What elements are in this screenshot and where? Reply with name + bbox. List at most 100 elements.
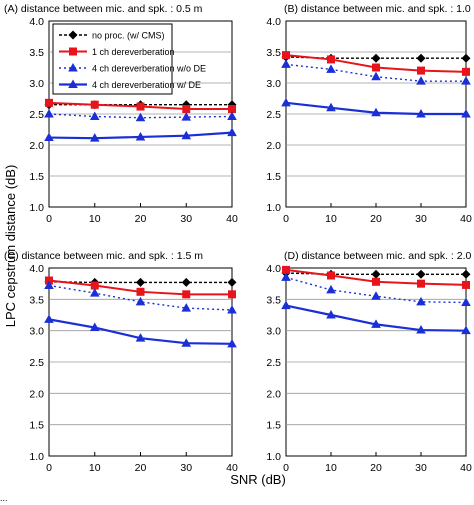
x-tick-label: 30 [415, 213, 427, 225]
legend-item: 4 ch dereverberation w/o DE [59, 63, 206, 74]
y-tick-label: 3.0 [266, 78, 281, 90]
chart-panel: (B) distance between mic. and spk. : 1.0… [266, 3, 474, 225]
data-point [282, 51, 290, 60]
x-tick-label: 10 [89, 462, 101, 474]
x-tick-label: 0 [283, 213, 289, 225]
chart-panel: (A) distance between mic. and spk. : 0.5… [4, 3, 238, 225]
data-point [182, 105, 191, 114]
y-tick-label: 1.0 [29, 451, 44, 463]
legend-marker [68, 63, 78, 72]
series-4 [281, 300, 471, 335]
data-point [282, 265, 290, 274]
series-2 [45, 98, 236, 114]
data-point [327, 55, 335, 64]
data-point [44, 132, 54, 142]
data-point [227, 304, 237, 314]
data-point [182, 290, 191, 299]
data-point [372, 277, 380, 286]
x-tick-label: 30 [180, 462, 192, 474]
data-point [371, 269, 381, 279]
data-point [371, 107, 381, 117]
y-tick-label: 2.0 [266, 388, 281, 400]
data-point [462, 280, 470, 289]
y-tick-label: 1.5 [29, 171, 44, 183]
data-point [281, 272, 291, 281]
y-tick-label: 1.5 [266, 171, 281, 183]
x-tick-label: 0 [46, 462, 52, 474]
data-point [181, 277, 191, 287]
x-axis-label: SNR (dB) [230, 472, 286, 487]
y-tick-label: 2.0 [29, 388, 44, 400]
legend-label: 1 ch dereverberation [92, 47, 175, 57]
data-point [461, 53, 471, 63]
y-tick-label: 2.0 [29, 140, 44, 152]
data-point [89, 133, 100, 142]
legend-label: 4 ch dereverberation w/o DE [92, 64, 206, 74]
data-point [327, 271, 335, 280]
legend-item: 4 ch dereverberation w/ DE [59, 79, 201, 90]
data-point [371, 291, 381, 300]
legend-marker [68, 30, 78, 40]
series-4 [44, 314, 237, 348]
y-tick-label: 1.5 [29, 420, 44, 432]
data-point [372, 63, 380, 72]
y-tick-label: 2.5 [266, 357, 281, 369]
legend-marker [68, 79, 78, 88]
data-point [416, 269, 426, 279]
panel-title: (C) distance between mic. and spk. : 1.5… [4, 250, 203, 262]
legend-item: 1 ch dereverberation [59, 47, 175, 57]
panel-title: (D) distance between mic. and spk. : 2.0… [284, 250, 474, 262]
legend-item: no proc. (w/ CMS) [59, 30, 165, 41]
data-point [416, 325, 426, 334]
y-tick-label: 3.0 [29, 326, 44, 338]
data-point [181, 303, 192, 312]
x-tick-label: 20 [370, 213, 382, 225]
data-point [136, 277, 145, 287]
data-point [371, 319, 381, 328]
data-point [416, 76, 426, 85]
y-tick-label: 3.0 [29, 78, 44, 90]
data-point [44, 280, 54, 290]
data-point [181, 130, 192, 140]
data-point [281, 59, 291, 68]
data-point [461, 76, 471, 85]
x-tick-label: 20 [370, 462, 382, 474]
panel-title: (B) distance between mic. and spk. : 1.0… [284, 3, 474, 15]
data-point [281, 300, 291, 310]
data-point [136, 287, 145, 296]
series-3 [44, 109, 237, 122]
y-tick-label: 1.0 [266, 451, 281, 463]
chart-panel: (C) distance between mic. and spk. : 1.5… [4, 250, 238, 474]
data-point [89, 111, 100, 120]
data-point [90, 281, 99, 290]
data-point [326, 310, 336, 319]
legend-marker [69, 47, 77, 56]
x-tick-label: 30 [180, 213, 192, 225]
data-point [227, 277, 237, 287]
data-point [227, 127, 237, 137]
data-point [44, 109, 54, 118]
data-point [227, 111, 237, 120]
series-4 [44, 127, 237, 142]
y-tick-label: 2.5 [29, 357, 44, 369]
data-point [326, 64, 336, 73]
series-3 [44, 280, 237, 314]
y-tick-label: 2.0 [266, 140, 281, 152]
data-point [136, 102, 145, 111]
x-tick-label: 40 [460, 462, 472, 474]
y-tick-label: 4.0 [29, 263, 44, 275]
data-point [135, 296, 146, 306]
x-tick-label: 10 [325, 213, 337, 225]
data-point [281, 97, 291, 107]
data-point [461, 269, 471, 279]
data-point [227, 338, 237, 348]
data-point [228, 105, 236, 114]
data-point [135, 333, 146, 342]
y-tick-label: 4.0 [266, 16, 281, 28]
data-point [89, 288, 100, 297]
data-point [461, 109, 471, 118]
data-point [45, 98, 53, 107]
data-point [135, 112, 146, 122]
series-3 [281, 272, 471, 306]
y-tick-label: 4.0 [29, 16, 44, 28]
